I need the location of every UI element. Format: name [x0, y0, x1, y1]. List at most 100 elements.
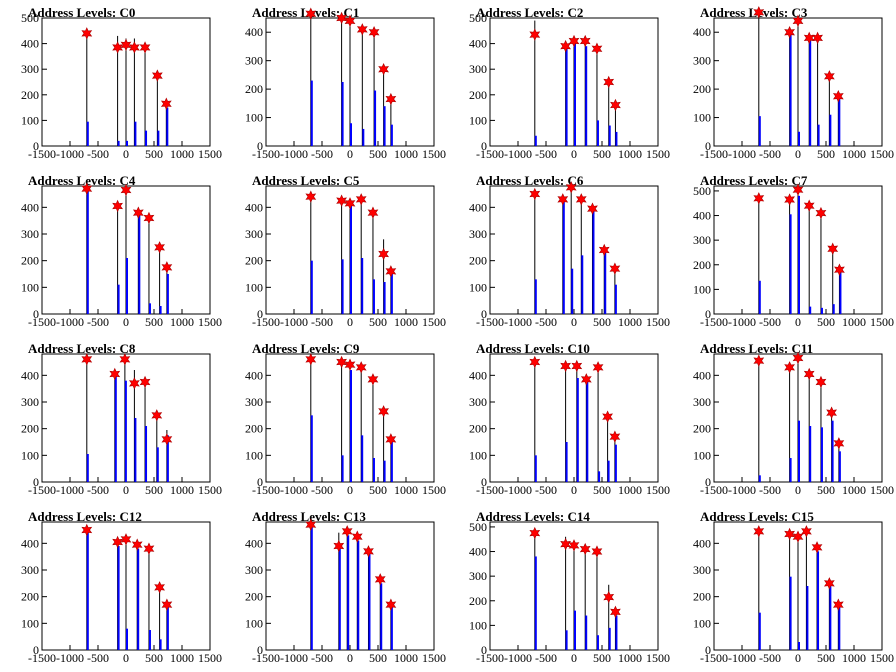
histogram-bar: [596, 120, 599, 146]
peak-marker: [803, 367, 815, 381]
histogram-bar: [374, 90, 377, 146]
peak-marker: [609, 262, 621, 275]
histogram-bar: [576, 378, 579, 482]
x-tick-label: 500: [145, 315, 163, 329]
histogram-bar: [157, 130, 160, 146]
histogram-bar: [565, 630, 568, 650]
histogram-bar: [820, 307, 823, 314]
x-tick-label: 1000: [170, 315, 194, 329]
x-tick-label: -1000: [728, 651, 756, 665]
histogram-bar: [159, 306, 162, 314]
chart-panel: Address Levels: C0 0 100 200 300 400 500 -1500-…: [0, 0, 224, 168]
histogram-bar: [166, 107, 169, 146]
histogram-bar: [166, 607, 169, 650]
peak-marker: [385, 433, 397, 446]
y-tick-label: 100: [245, 111, 263, 125]
peak-marker: [815, 206, 827, 220]
peak-marker: [120, 38, 132, 52]
peak-marker: [609, 430, 621, 443]
x-tick-label: -1000: [504, 147, 532, 161]
histogram-bar: [137, 548, 140, 650]
y-tick-label: 400: [245, 536, 263, 550]
chart-title: Address Levels: C2: [476, 5, 583, 20]
peak-marker: [368, 25, 380, 39]
histogram-bar: [571, 268, 574, 314]
peak-marker: [131, 538, 143, 551]
y-tick-label: 100: [469, 280, 487, 294]
chart-title: Address Levels: C13: [252, 509, 366, 524]
histogram-bar: [390, 442, 393, 482]
x-tick-label: -500: [87, 651, 109, 665]
histogram-bar: [534, 556, 537, 650]
x-tick-label: 1000: [170, 483, 194, 497]
histogram-bar: [534, 279, 537, 314]
x-tick-label: 0: [795, 651, 801, 665]
chart-svg: Address Levels: C6 0 100 200 300 400 -1500 -100…: [469, 173, 670, 329]
histogram-bar: [86, 190, 89, 314]
y-tick-label: 300: [21, 395, 39, 409]
x-tick-label: 0: [571, 315, 577, 329]
peak-marker: [753, 354, 765, 367]
x-tick-label: 0: [571, 483, 577, 497]
x-tick-label: 1000: [618, 315, 642, 329]
x-tick-label: -1500: [476, 147, 504, 161]
x-tick-label: -500: [87, 483, 109, 497]
y-tick-label: 400: [21, 37, 39, 51]
x-tick-label: 0: [123, 651, 129, 665]
histogram-bar: [615, 615, 618, 650]
x-tick-label: -1000: [504, 651, 532, 665]
y-tick-label: 300: [245, 395, 263, 409]
x-tick-label: -1500: [28, 315, 56, 329]
peak-marker: [560, 537, 571, 551]
x-tick-label: 0: [347, 651, 353, 665]
histogram-bar: [372, 458, 375, 482]
histogram-bar: [159, 639, 162, 650]
peak-marker: [305, 518, 317, 531]
x-tick-label: -1000: [280, 651, 308, 665]
chart-title: Address Levels: C11: [700, 341, 813, 356]
histogram-bar: [166, 435, 169, 482]
histogram-bar: [806, 586, 809, 650]
histogram-bar: [357, 540, 360, 650]
peak-marker: [592, 361, 604, 374]
peak-marker: [374, 573, 386, 586]
x-tick-label: -1500: [700, 651, 728, 665]
x-tick-label: 1000: [618, 483, 642, 497]
x-tick-label: 1000: [170, 651, 194, 665]
peak-marker: [344, 14, 356, 28]
x-tick-label: -1000: [56, 483, 84, 497]
x-tick-label: 1500: [422, 147, 446, 161]
peak-marker: [792, 183, 804, 196]
x-tick-label: 0: [123, 483, 129, 497]
histogram-bar: [608, 627, 611, 650]
peak-marker: [385, 265, 397, 278]
histogram-bar: [350, 370, 352, 482]
y-tick-label: 400: [245, 368, 263, 382]
chart-title: Address Levels: C1: [252, 5, 359, 20]
y-tick-label: 500: [693, 184, 711, 198]
histogram-bar: [839, 272, 842, 314]
x-tick-label: 0: [123, 315, 129, 329]
x-tick-label: -500: [535, 315, 557, 329]
histogram-bar: [338, 548, 341, 650]
x-tick-label: 500: [369, 651, 387, 665]
peak-marker: [129, 41, 140, 54]
y-tick-label: 500: [469, 520, 487, 534]
y-tick-label: 300: [245, 227, 263, 241]
peak-marker: [385, 92, 397, 106]
peak-marker: [81, 353, 93, 366]
histogram-bar: [789, 214, 792, 314]
chart-panel: Address Levels: C4 0 100 200 300 400 -1500 -100…: [0, 168, 224, 336]
x-tick-label: 0: [571, 651, 577, 665]
peak-marker: [112, 41, 123, 54]
histogram-bar: [134, 121, 137, 146]
y-tick-label: 300: [21, 227, 39, 241]
peak-marker: [154, 581, 165, 594]
x-tick-label: 500: [593, 315, 611, 329]
y-tick-label: 200: [245, 422, 263, 436]
histogram-bar: [758, 280, 761, 314]
y-tick-label: 100: [21, 113, 39, 127]
histogram-bar: [126, 258, 128, 314]
x-tick-label: -500: [535, 483, 557, 497]
histogram-bar: [372, 279, 375, 314]
